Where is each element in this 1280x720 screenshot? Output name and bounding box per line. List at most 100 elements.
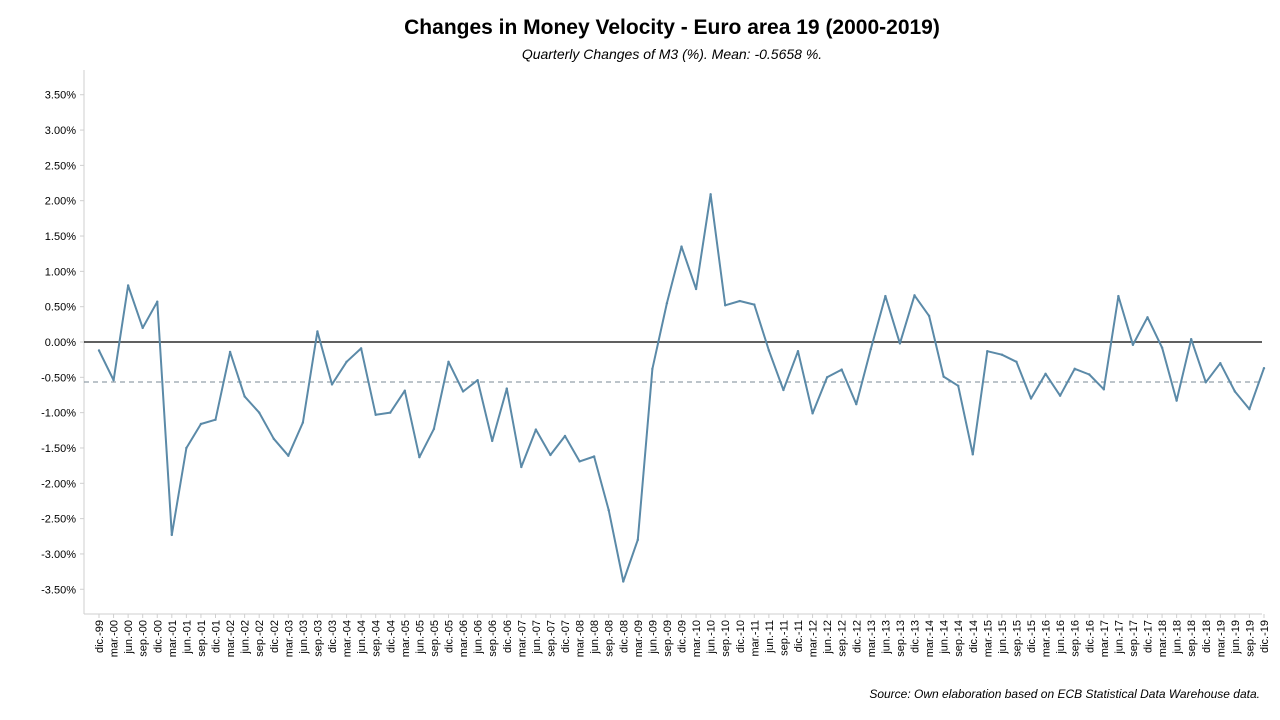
x-tick-label: sep.-11 bbox=[778, 620, 790, 656]
data-point bbox=[1058, 394, 1062, 397]
y-tick-label: 2.00% bbox=[45, 196, 76, 208]
x-tick-label: dic.-16 bbox=[1084, 620, 1096, 653]
x-tick-label: dic.-04 bbox=[385, 620, 397, 653]
data-point bbox=[374, 413, 377, 416]
x-tick-label: sep.-17 bbox=[1128, 620, 1140, 657]
x-tick-label: dic.-13 bbox=[910, 620, 922, 653]
x-tick-label: dic.-99 bbox=[94, 620, 106, 653]
data-point bbox=[1146, 316, 1149, 319]
x-tick-label: dic.-06 bbox=[502, 620, 514, 653]
x-tick-label: mar.-17 bbox=[1099, 620, 1111, 657]
chart-title: Changes in Money Velocity - Euro area 19… bbox=[404, 16, 940, 39]
y-tick-label: 0.50% bbox=[45, 302, 76, 314]
data-point bbox=[141, 326, 144, 330]
data-point bbox=[753, 303, 756, 306]
x-tick-label: jun.-00 bbox=[123, 620, 135, 655]
data-point bbox=[636, 538, 640, 542]
data-point bbox=[1000, 353, 1004, 356]
x-tick-label: sep.-10 bbox=[720, 620, 732, 657]
x-tick-label: mar.-09 bbox=[633, 620, 645, 657]
data-point bbox=[214, 418, 217, 421]
data-point bbox=[505, 387, 508, 390]
data-point bbox=[534, 428, 538, 431]
x-tick-label: sep.-18 bbox=[1186, 620, 1198, 657]
x-tick-label: jun.-10 bbox=[706, 620, 718, 655]
data-point bbox=[345, 360, 348, 363]
data-point bbox=[97, 349, 101, 352]
x-tick-label: jun.-19 bbox=[1230, 620, 1242, 655]
data-point bbox=[170, 533, 174, 537]
x-tick-label: dic.-15 bbox=[1026, 620, 1038, 653]
data-point bbox=[1117, 294, 1120, 298]
x-tick-label: sep.-03 bbox=[312, 620, 324, 657]
data-point bbox=[476, 378, 479, 382]
data-point bbox=[869, 347, 873, 351]
y-tick-label: -2.50% bbox=[41, 514, 76, 526]
data-point bbox=[1044, 372, 1047, 375]
data-point bbox=[403, 389, 407, 392]
data-point bbox=[228, 350, 232, 354]
data-point bbox=[447, 360, 450, 363]
source-note: Source: Own elaboration based on ECB Sta… bbox=[869, 687, 1260, 701]
x-tick-label: jun.-14 bbox=[939, 620, 951, 655]
data-point bbox=[1015, 360, 1018, 363]
x-tick-label: sep.-01 bbox=[196, 620, 208, 657]
x-tick-label: sep.-06 bbox=[487, 620, 499, 657]
x-tick-label: sep.-15 bbox=[1011, 620, 1023, 657]
x-tick-label: mar.-15 bbox=[982, 620, 994, 657]
data-point bbox=[316, 330, 319, 333]
data-point bbox=[927, 314, 931, 318]
x-tick-label: sep.-12 bbox=[837, 620, 849, 657]
x-tick-label: dic.-02 bbox=[269, 620, 281, 653]
data-point bbox=[651, 367, 654, 371]
x-tick-label: sep.-07 bbox=[545, 620, 557, 657]
data-point bbox=[359, 347, 363, 350]
x-tick-label: dic.-07 bbox=[560, 620, 572, 653]
x-tick-label: dic.-14 bbox=[968, 620, 980, 653]
data-point bbox=[709, 193, 712, 196]
x-tick-label: jun.-11 bbox=[764, 620, 776, 654]
x-tick-label: dic.-05 bbox=[444, 620, 456, 653]
x-tick-label: mar.-18 bbox=[1157, 620, 1169, 657]
data-point bbox=[1189, 337, 1193, 341]
data-point bbox=[680, 245, 683, 248]
data-point bbox=[578, 460, 581, 463]
data-point bbox=[811, 412, 814, 415]
y-tick-label: 2.50% bbox=[45, 160, 76, 172]
x-tick-label: mar.-02 bbox=[225, 620, 237, 657]
series-layer bbox=[97, 193, 1266, 583]
chart-subtitle: Quarterly Changes of M3 (%). Mean: -0.56… bbox=[521, 46, 823, 62]
data-point bbox=[1204, 381, 1207, 384]
data-point bbox=[971, 453, 974, 456]
x-tick-label: jun.-03 bbox=[298, 620, 310, 655]
x-tick-label: dic.-09 bbox=[677, 620, 689, 653]
data-point bbox=[330, 383, 334, 386]
data-point bbox=[199, 422, 203, 426]
data-point bbox=[1073, 367, 1076, 371]
x-tick-label: sep.-16 bbox=[1070, 620, 1082, 657]
x-tick-label: dic.-01 bbox=[211, 620, 223, 653]
x-tick-label: sep.-19 bbox=[1244, 620, 1256, 657]
data-point bbox=[243, 395, 246, 398]
x-tick-label: dic.-08 bbox=[618, 620, 630, 653]
series-line bbox=[98, 193, 1265, 583]
data-point bbox=[1175, 399, 1178, 402]
y-tick-label: -2.00% bbox=[41, 478, 76, 490]
data-point bbox=[884, 294, 887, 298]
x-tick-label: sep.-08 bbox=[604, 620, 616, 657]
x-tick-label: mar.-16 bbox=[1041, 620, 1053, 657]
x-tick-label: sep.-09 bbox=[662, 620, 674, 657]
data-point bbox=[1029, 397, 1033, 400]
data-point bbox=[855, 402, 858, 406]
x-tick-label: jun.-05 bbox=[414, 620, 426, 655]
x-tick-label: mar.-03 bbox=[283, 620, 295, 657]
data-point bbox=[796, 349, 800, 353]
x-tick-label: dic.-03 bbox=[327, 620, 339, 653]
y-tick-label: 0.00% bbox=[45, 337, 76, 349]
x-axis-ticks: dic.-99 mar.-00 jun.-00 sep.-00 dic.-00 mar.-… bbox=[94, 614, 1271, 657]
data-point bbox=[1262, 366, 1266, 370]
x-tick-label: jun.-16 bbox=[1055, 620, 1067, 655]
x-tick-label: jun.-07 bbox=[531, 620, 543, 655]
data-point bbox=[782, 388, 785, 392]
